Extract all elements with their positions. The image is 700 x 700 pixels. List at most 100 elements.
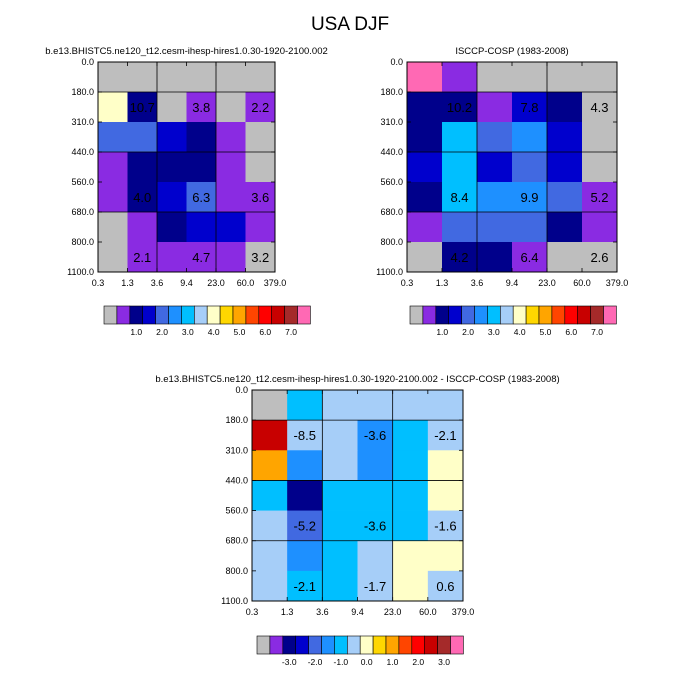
heatmap-cell [427, 420, 464, 451]
x-tick-label: 379.0 [452, 607, 475, 617]
heatmap-cell [582, 62, 618, 93]
y-tick-label: 1100.0 [376, 267, 403, 277]
heatmap-cell [322, 570, 358, 602]
colorbar-label: 7.0 [591, 327, 603, 337]
y-tick-label: 180.0 [225, 415, 248, 425]
data-label: 3.8 [192, 100, 210, 115]
colorbar-label: -3.0 [282, 657, 297, 667]
colorbar-label: 3.0 [438, 657, 450, 667]
heatmap-cell [186, 212, 217, 243]
heatmap-cell [322, 540, 358, 572]
colorbar-label: 2.0 [412, 657, 424, 667]
colorbar-box [308, 635, 322, 655]
x-tick-label: 23.0 [384, 607, 402, 617]
heatmap-cell [98, 242, 128, 273]
data-label: 6.4 [520, 250, 538, 265]
data-label: 4.3 [590, 100, 608, 115]
x-tick-label: 3.6 [471, 278, 484, 288]
heatmap-cell [442, 182, 478, 213]
heatmap-cell [252, 480, 288, 511]
heatmap-cell [357, 540, 394, 572]
colorbar-box [297, 305, 311, 325]
data-label: 3.6 [251, 190, 269, 205]
colorbar-box [269, 635, 284, 655]
x-tick-label: 9.4 [351, 607, 364, 617]
data-label: 10.2 [447, 100, 472, 115]
colorbar-box [282, 635, 296, 655]
data-label: -3.6 [364, 428, 386, 443]
x-tick-label: 0.3 [401, 278, 414, 288]
panels: b.e13.BHISTC5.ne120_t12.cesm-ihesp-hires… [45, 46, 628, 667]
heatmap-cell [407, 152, 443, 183]
heatmap-cell [157, 242, 187, 273]
data-label: -8.5 [294, 428, 316, 443]
y-tick-label: 0.0 [235, 385, 248, 395]
colorbar-label: 1.0 [130, 327, 142, 337]
data-label: -1.7 [364, 579, 386, 594]
y-tick-label: 310.0 [71, 117, 94, 127]
colorbar-label: 4.0 [208, 327, 220, 337]
heatmap-cell [98, 182, 128, 213]
heatmap-cell [357, 450, 394, 481]
x-tick-label: 23.0 [538, 278, 556, 288]
heatmap-cell [392, 540, 429, 572]
colorbar-box [142, 305, 156, 325]
heatmap-cell [287, 420, 323, 451]
heatmap-cell [392, 420, 429, 451]
heatmap-cell [216, 212, 246, 243]
colorbar-box [603, 305, 617, 325]
heatmap-cell [512, 212, 548, 243]
heatmap-cell [98, 212, 128, 243]
heatmap-cell [547, 182, 583, 213]
heatmap-cell [245, 62, 276, 93]
colorbar-box [437, 635, 451, 655]
heatmap-cell [582, 242, 618, 273]
x-tick-label: 3.6 [316, 607, 329, 617]
colorbar-box [103, 305, 118, 325]
colorbar-box [461, 305, 475, 325]
heatmap-cell [512, 182, 548, 213]
colorbar-box [206, 305, 221, 325]
heatmap-cell [287, 570, 323, 602]
colorbar-box [232, 305, 247, 325]
colorbar-box [409, 305, 424, 325]
data-label: -1.6 [434, 519, 456, 534]
x-tick-label: 60.0 [573, 278, 591, 288]
colorbar-box [168, 305, 182, 325]
colorbar-box [564, 305, 578, 325]
heatmap-cell [98, 92, 128, 123]
heatmap-cell [427, 510, 464, 542]
colorbar-box [194, 305, 208, 325]
heatmap-cell [287, 480, 323, 511]
colorbar-box [474, 305, 488, 325]
y-tick-label: 680.0 [225, 536, 248, 546]
heatmap-cell [322, 510, 358, 542]
y-tick-label: 1100.0 [221, 596, 248, 606]
y-tick-label: 680.0 [380, 207, 403, 217]
y-tick-label: 440.0 [225, 475, 248, 485]
y-tick-label: 440.0 [71, 147, 94, 157]
heatmap-cell [392, 480, 429, 511]
heatmap-cell [245, 212, 276, 243]
colorbar-label: -2.0 [308, 657, 323, 667]
heatmap-cell [392, 510, 429, 542]
colorbar-box [448, 305, 462, 325]
y-tick-label: 180.0 [71, 87, 94, 97]
colorbar-label: 6.0 [259, 327, 271, 337]
heatmap-cell [547, 152, 583, 183]
data-label: -2.1 [294, 579, 316, 594]
heatmap-cell [547, 242, 583, 273]
heatmap-cell [512, 152, 548, 183]
y-tick-label: 0.0 [81, 57, 94, 67]
heatmap-cell [427, 570, 464, 602]
heatmap-cell [98, 122, 128, 153]
panel-title: ISCCP-COSP (1983-2008) [455, 46, 568, 57]
colorbar-box [577, 305, 591, 325]
y-tick-label: 310.0 [380, 117, 403, 127]
heatmap-cell [427, 390, 464, 421]
y-tick-label: 560.0 [225, 506, 248, 516]
colorbar-box [525, 305, 540, 325]
heatmap-cell [547, 212, 583, 243]
heatmap-cell [157, 62, 187, 93]
heatmap-cell [127, 182, 158, 213]
